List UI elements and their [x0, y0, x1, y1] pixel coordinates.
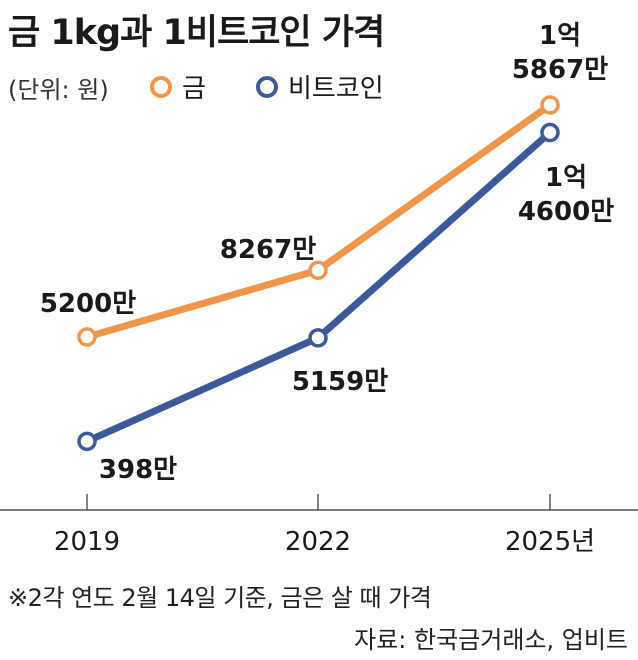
gold-data-label: 1억: [539, 21, 581, 51]
gold-legend-marker: [150, 75, 172, 98]
bitcoin-data-label: 1억: [545, 163, 587, 193]
gold-point: [540, 95, 560, 115]
x-tick-label: 2022: [285, 527, 351, 557]
legend-item-bitcoin: 비트코인: [256, 68, 384, 105]
gold-point: [77, 327, 97, 347]
chart-title: 금 1kg과 1비트코인 가격: [8, 13, 385, 53]
bitcoin-legend-marker: [256, 75, 278, 98]
gold-data-label: 5867만: [512, 55, 608, 85]
source-note: 자료: 한국금거래소, 업비트: [354, 626, 628, 654]
gold-data-label: 8267만: [220, 235, 316, 265]
unit-label: (단위: 원): [8, 76, 109, 104]
x-tick-label: 2019: [54, 527, 120, 557]
x-tick-label: 2025년: [505, 527, 595, 557]
gold-data-label: 5200만: [40, 289, 136, 319]
bitcoin-data-label: 398만: [99, 455, 177, 485]
bitcoin-data-label: 5159만: [292, 367, 388, 397]
legend-item-gold: 금: [150, 68, 206, 105]
gold-series-line: [86, 102, 553, 341]
bitcoin-point: [540, 122, 560, 143]
bitcoin-data-label: 4600만: [518, 197, 614, 227]
bitcoin-point: [308, 328, 328, 348]
gold-point: [308, 260, 328, 280]
bitcoin-legend-label: 비트코인: [288, 74, 384, 104]
bitcoin-point: [77, 431, 97, 452]
gold-legend-label: 금: [182, 74, 206, 104]
footnote: ※2각 연도 2월 14일 기준, 금은 살 때 가격: [8, 584, 432, 612]
